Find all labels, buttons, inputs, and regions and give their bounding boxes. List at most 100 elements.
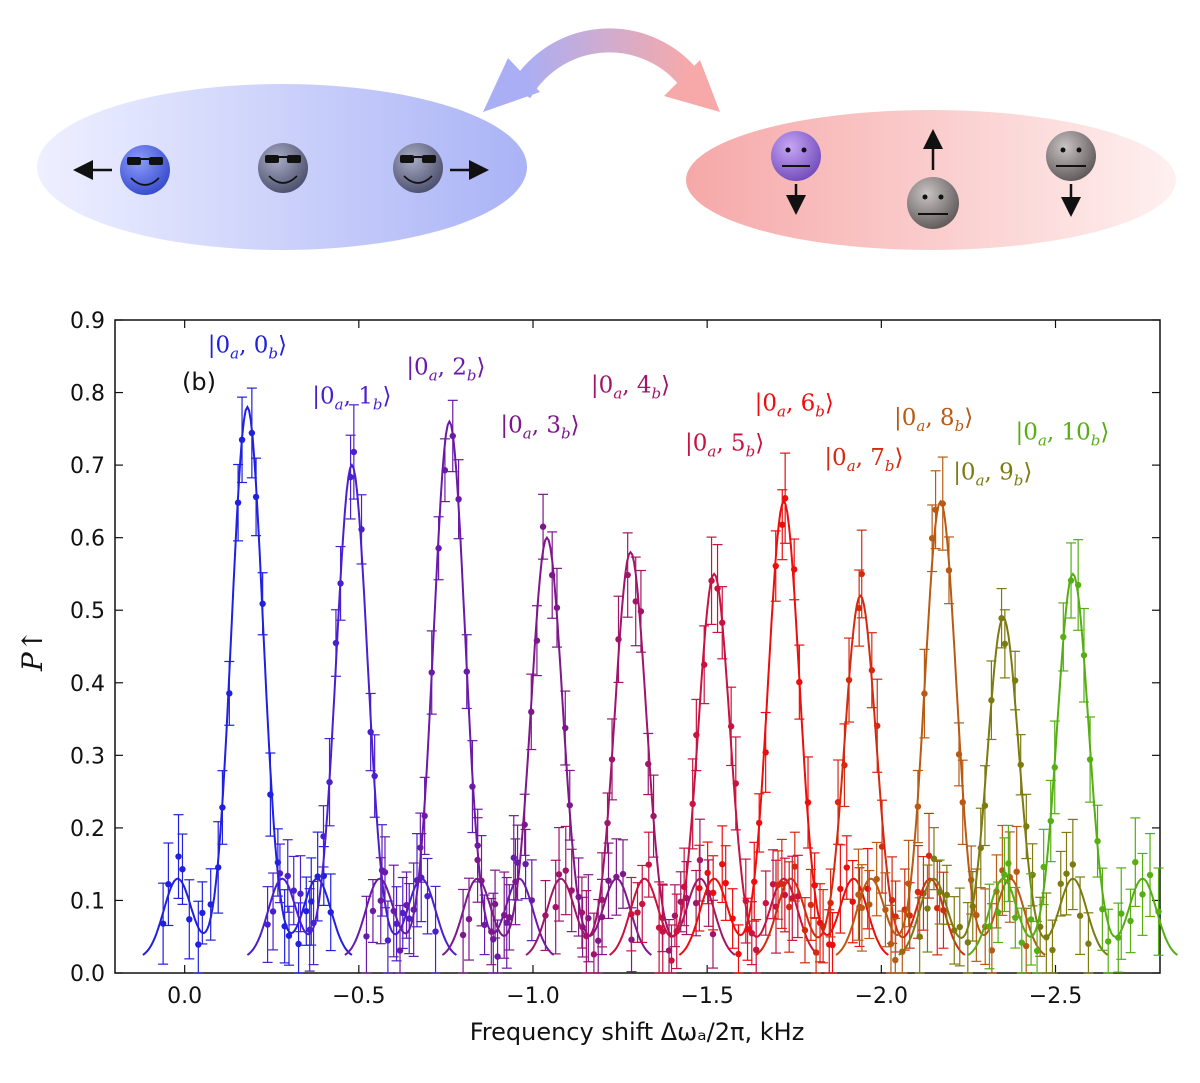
data-point [858, 904, 866, 912]
data-point [566, 802, 573, 809]
data-point [744, 926, 751, 933]
data-point [892, 956, 899, 964]
data-point [781, 495, 789, 502]
data-point [1127, 917, 1134, 925]
data-point [1057, 880, 1064, 887]
data-point [924, 905, 931, 912]
data-point [673, 928, 680, 935]
data-point [474, 856, 481, 864]
peak-label: |0a, 8b⟩ [894, 405, 973, 435]
data-point [1155, 908, 1162, 915]
data-point [639, 900, 646, 908]
purple-neutral-face-icon [771, 131, 821, 181]
data-point [1001, 871, 1008, 878]
data-point [934, 904, 941, 912]
data-point [959, 799, 966, 806]
data-point [503, 919, 510, 927]
fit-curve [441, 535, 653, 956]
data-point [866, 901, 873, 908]
peak-label: |0a, 4b⟩ [591, 373, 670, 403]
blue-sunglasses-smiley-icon [120, 145, 170, 195]
data-point [700, 661, 708, 668]
data-point [539, 523, 547, 530]
data-point [732, 780, 739, 787]
data-point [628, 910, 635, 918]
fit-curve [246, 463, 457, 956]
data-point [843, 864, 850, 871]
data-point [165, 881, 172, 888]
data-point [812, 949, 820, 956]
data-point [595, 937, 602, 944]
data-point [314, 873, 321, 880]
data-point [752, 946, 760, 954]
data-point [459, 931, 467, 939]
data-point [1086, 756, 1094, 763]
data-point [481, 921, 488, 929]
data-point [807, 901, 815, 909]
data-point [1049, 946, 1056, 954]
data-point [358, 526, 365, 533]
peak-series [525, 532, 736, 974]
data-point [396, 947, 404, 954]
data-point [940, 907, 947, 914]
data-point [234, 499, 242, 506]
peak-series [344, 399, 555, 974]
data-point [834, 798, 842, 806]
data-point [1118, 910, 1125, 917]
data-point [977, 844, 984, 852]
data-point [403, 901, 410, 909]
data-point [350, 448, 358, 456]
data-point [598, 896, 606, 904]
x-tick-label: 0.0 [167, 984, 202, 1009]
data-point [914, 803, 922, 810]
data-point [916, 933, 923, 940]
data-point [874, 722, 881, 729]
data-point [1074, 581, 1082, 589]
data-point [762, 749, 769, 756]
data-point [727, 723, 735, 730]
data-point [790, 566, 798, 573]
data-point [435, 545, 442, 552]
data-point [528, 708, 535, 716]
data-point [829, 941, 836, 949]
data-point [410, 906, 417, 913]
data-point [988, 697, 995, 704]
data-point [252, 493, 260, 501]
data-point [548, 571, 556, 579]
x-axis-label: Frequency shift Δωₐ/2π, kHz [470, 1018, 805, 1046]
data-point [432, 928, 439, 935]
x-tick-label: −0.5 [332, 984, 385, 1009]
data-point [943, 891, 951, 899]
data-point [1017, 761, 1024, 768]
y-axis-label: P↑ [16, 629, 49, 672]
data-point [868, 667, 876, 674]
peak-label: |0a, 3b⟩ [500, 412, 579, 442]
data-point [327, 909, 334, 916]
data-point [506, 914, 513, 921]
plot-frame [114, 319, 1161, 974]
series-layer [142, 387, 1179, 974]
data-point [1099, 905, 1106, 913]
data-point [521, 821, 528, 828]
data-point [748, 929, 755, 937]
data-point [719, 619, 726, 626]
peak-label: |0a, 10b⟩ [1016, 420, 1110, 450]
data-point [428, 669, 435, 676]
fit-curve [678, 499, 889, 956]
data-point [905, 880, 912, 887]
data-point [769, 881, 777, 888]
peak-labels: |0a, 0b⟩ |0a, 1b⟩ |0a, 2b⟩ |0a, 3b⟩ |0a, 4b⟩… [208, 333, 1110, 490]
data-point [478, 877, 485, 884]
data-point [708, 577, 715, 584]
data-point [837, 885, 844, 893]
data-point [1033, 947, 1041, 955]
data-point [709, 930, 717, 938]
data-point [906, 912, 913, 919]
y-tick-label: 0.6 [70, 527, 105, 552]
data-point [1085, 940, 1092, 947]
data-point [605, 877, 612, 884]
data-point [936, 888, 943, 896]
data-point [956, 923, 963, 931]
data-point [789, 895, 796, 902]
